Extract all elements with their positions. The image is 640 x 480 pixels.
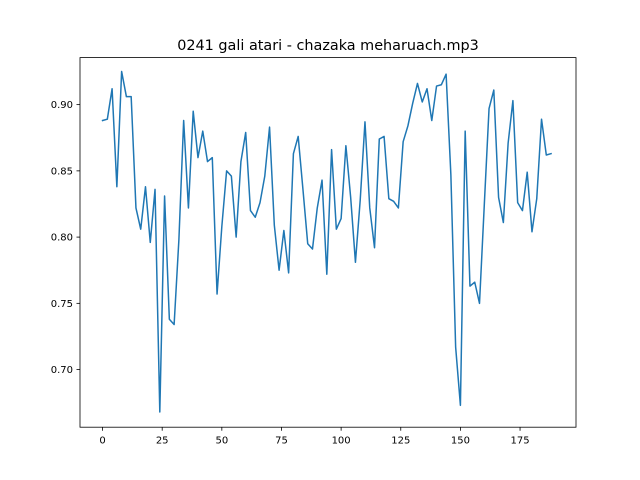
y-tick-label: 0.70 xyxy=(51,365,73,376)
series-line xyxy=(101,70,552,413)
x-tick-label: 175 xyxy=(511,436,530,447)
x-tick-label: 50 xyxy=(215,436,228,447)
plot-area xyxy=(101,70,552,413)
x-tick-label: 75 xyxy=(275,436,288,447)
x-tick-label: 150 xyxy=(451,436,470,447)
y-tick-label: 0.75 xyxy=(51,299,73,310)
y-tick-label: 0.80 xyxy=(51,233,73,244)
x-tick-label: 100 xyxy=(332,436,351,447)
x-tick-label: 0 xyxy=(99,436,105,447)
axes-frame xyxy=(79,57,577,428)
x-tick-label: 25 xyxy=(156,436,169,447)
y-tick-label: 0.90 xyxy=(51,100,73,111)
y-tick-label: 0.85 xyxy=(51,166,73,177)
chart-title: 0241 gali atari - chazaka meharuach.mp3 xyxy=(177,38,479,54)
axis-ticks: 0 25 50 75 100 125 150 175 0.70 0.75 0.80 0.85 0.90 xyxy=(51,100,530,446)
x-tick-label: 125 xyxy=(391,436,410,447)
